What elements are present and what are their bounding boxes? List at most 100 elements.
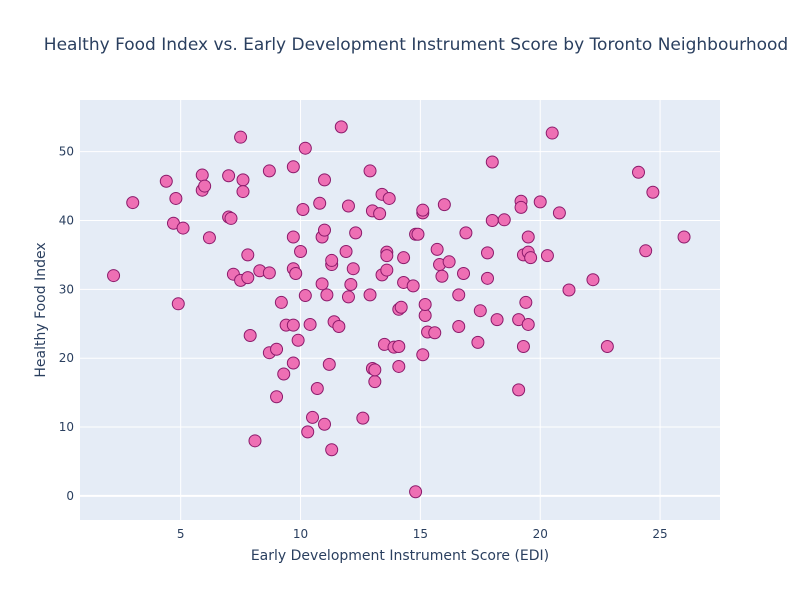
data-point[interactable] xyxy=(540,249,554,263)
data-point[interactable] xyxy=(514,200,528,214)
data-point[interactable] xyxy=(392,359,406,373)
data-point[interactable] xyxy=(409,485,423,499)
data-point[interactable] xyxy=(646,185,660,199)
data-point[interactable] xyxy=(416,203,430,217)
data-point[interactable] xyxy=(315,277,329,291)
data-point[interactable] xyxy=(521,230,535,244)
data-point[interactable] xyxy=(306,410,320,424)
data-point[interactable] xyxy=(677,230,691,244)
data-point[interactable] xyxy=(521,317,535,331)
data-point[interactable] xyxy=(380,249,394,263)
data-point[interactable] xyxy=(459,226,473,240)
data-point[interactable] xyxy=(380,263,394,277)
data-point[interactable] xyxy=(418,309,432,323)
data-point[interactable] xyxy=(334,120,348,134)
data-point[interactable] xyxy=(198,179,212,193)
data-point[interactable] xyxy=(286,318,300,332)
data-point[interactable] xyxy=(159,174,173,188)
data-point[interactable] xyxy=(600,339,614,353)
data-point[interactable] xyxy=(435,269,449,283)
data-point[interactable] xyxy=(363,288,377,302)
data-point[interactable] xyxy=(301,425,315,439)
data-point[interactable] xyxy=(406,279,420,293)
data-point[interactable] xyxy=(344,278,358,292)
data-point[interactable] xyxy=(473,304,487,318)
data-point[interactable] xyxy=(346,262,360,276)
data-point[interactable] xyxy=(363,164,377,178)
data-point[interactable] xyxy=(341,199,355,213)
data-point[interactable] xyxy=(310,381,324,395)
data-point[interactable] xyxy=(222,169,236,183)
data-point[interactable] xyxy=(632,165,646,179)
data-point[interactable] xyxy=(339,244,353,258)
data-point[interactable] xyxy=(289,267,303,281)
data-point[interactable] xyxy=(586,273,600,287)
data-point[interactable] xyxy=(452,320,466,334)
data-point[interactable] xyxy=(562,283,576,297)
data-point[interactable] xyxy=(294,244,308,258)
data-point[interactable] xyxy=(241,248,255,262)
data-point[interactable] xyxy=(303,317,317,331)
data-point[interactable] xyxy=(341,290,355,304)
data-point[interactable] xyxy=(317,223,331,237)
data-point[interactable] xyxy=(373,207,387,221)
data-point[interactable] xyxy=(224,211,238,225)
data-point[interactable] xyxy=(241,271,255,285)
data-point[interactable] xyxy=(286,356,300,370)
data-point[interactable] xyxy=(428,326,442,340)
data-point[interactable] xyxy=(291,333,305,347)
data-point[interactable] xyxy=(270,390,284,404)
data-point[interactable] xyxy=(416,348,430,362)
data-point[interactable] xyxy=(317,173,331,187)
data-point[interactable] xyxy=(368,375,382,389)
data-point[interactable] xyxy=(394,300,408,314)
data-point[interactable] xyxy=(497,213,511,227)
data-point[interactable] xyxy=(480,271,494,285)
data-point[interactable] xyxy=(317,417,331,431)
data-point[interactable] xyxy=(411,227,425,241)
data-point[interactable] xyxy=(368,363,382,377)
data-point[interactable] xyxy=(171,297,185,311)
data-point[interactable] xyxy=(397,251,411,265)
data-point[interactable] xyxy=(437,198,451,212)
data-point[interactable] xyxy=(392,339,406,353)
data-point[interactable] xyxy=(243,328,257,342)
data-point[interactable] xyxy=(286,160,300,174)
data-point[interactable] xyxy=(202,231,216,245)
data-point[interactable] xyxy=(480,246,494,260)
data-point[interactable] xyxy=(332,320,346,334)
data-point[interactable] xyxy=(325,443,339,457)
data-point[interactable] xyxy=(195,168,209,182)
data-point[interactable] xyxy=(320,288,334,302)
data-point[interactable] xyxy=(322,357,336,371)
data-point[interactable] xyxy=(519,295,533,309)
data-point[interactable] xyxy=(248,434,262,448)
data-point[interactable] xyxy=(524,251,538,265)
data-point[interactable] xyxy=(349,226,363,240)
data-point[interactable] xyxy=(516,339,530,353)
data-point[interactable] xyxy=(512,383,526,397)
data-point[interactable] xyxy=(552,206,566,220)
data-point[interactable] xyxy=(545,126,559,140)
data-point[interactable] xyxy=(356,411,370,425)
data-point[interactable] xyxy=(533,195,547,209)
data-point[interactable] xyxy=(382,191,396,205)
data-point[interactable] xyxy=(457,267,471,281)
data-point[interactable] xyxy=(418,297,432,311)
data-point[interactable] xyxy=(639,244,653,258)
data-point[interactable] xyxy=(471,335,485,349)
data-point[interactable] xyxy=(169,191,183,205)
data-point[interactable] xyxy=(298,289,312,303)
data-point[interactable] xyxy=(277,367,291,381)
data-point[interactable] xyxy=(274,295,288,309)
data-point[interactable] xyxy=(452,288,466,302)
data-point[interactable] xyxy=(262,164,276,178)
data-point[interactable] xyxy=(107,269,121,283)
data-point[interactable] xyxy=(490,313,504,327)
data-point[interactable] xyxy=(236,173,250,187)
data-point[interactable] xyxy=(442,255,456,269)
data-point[interactable] xyxy=(430,242,444,256)
data-point[interactable] xyxy=(234,130,248,144)
data-point[interactable] xyxy=(325,253,339,267)
data-point[interactable] xyxy=(126,196,140,210)
